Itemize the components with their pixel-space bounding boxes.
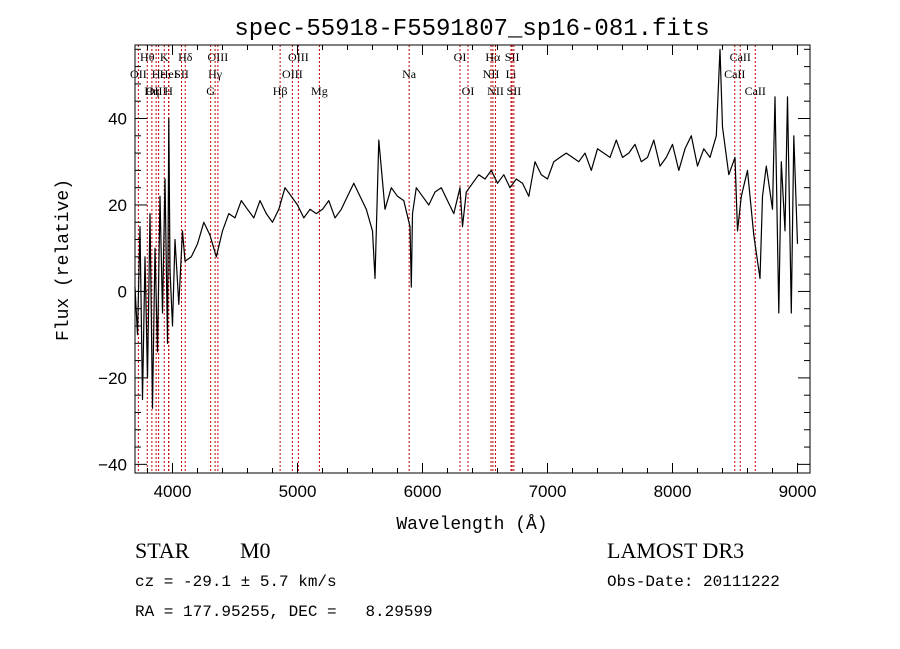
line-marker-label-4: K (160, 50, 169, 64)
spectrum-trace-0 (134, 48, 799, 409)
line-marker-label-15: Hβ (273, 84, 288, 98)
chart-title: spec-55918-F5591807_sp16-081.fits (234, 16, 709, 43)
survey-name: LAMOST DR3 (607, 538, 745, 563)
line-marker-label-27: CaII (724, 67, 745, 81)
line-marker-label-16: Mg (311, 84, 328, 98)
x-tick-label-3: 7000 (529, 482, 567, 501)
line-marker-label-1: OII (130, 67, 147, 81)
line-marker-label-12: G (206, 84, 215, 98)
x-tick-label-0: 4000 (154, 482, 192, 501)
line-marker-label-13: OIII (288, 50, 309, 64)
line-marker-label-20: Hα (485, 50, 501, 64)
line-marker-label-7: H (164, 84, 173, 98)
line-marker-label-2: OIII (146, 84, 167, 98)
y-tick-label-0: −40 (98, 455, 127, 474)
line-marker-label-25: SII (507, 84, 522, 98)
line-marker-label-21: NII (483, 67, 500, 81)
y-tick-label-4: 40 (108, 109, 127, 128)
line-marker-label-18: OI (454, 50, 467, 64)
line-marker-label-24: Li (506, 67, 517, 81)
x-tick-label-5: 9000 (779, 482, 817, 501)
line-marker-label-22: NII (487, 84, 504, 98)
x-tick-label-2: 6000 (404, 482, 442, 501)
line-marker-label-17: Na (402, 67, 417, 81)
y-tick-label-3: 20 (108, 196, 127, 215)
line-marker-label-28: CaII (745, 84, 766, 98)
x-tick-label-1: 5000 (279, 482, 317, 501)
plot-frame (134, 44, 811, 474)
object-class: STAR (135, 538, 190, 563)
spectral-subclass: M0 (240, 538, 271, 563)
line-marker-label-19: OI (462, 84, 475, 98)
line-marker-label-14: OIII (282, 67, 303, 81)
coordinates: RA = 177.95255, DEC = 8.29599 (135, 603, 433, 621)
line-marker-label-8: Hδ (178, 50, 193, 64)
line-marker-label-11: Hγ (208, 67, 223, 81)
line-marker-label-6: Hη (144, 84, 159, 98)
line-marker-label-0: Hθ (140, 50, 155, 64)
y-tick-label-1: −20 (98, 369, 127, 388)
x-tick-label-4: 8000 (654, 482, 692, 501)
line-marker-label-26: CaII (730, 50, 751, 64)
redshift-readout: cz = -29.1 ± 5.7 km/s (135, 573, 337, 591)
line-marker-label-23: SII (505, 50, 520, 64)
x-axis-label: Wavelength (Å) (396, 514, 547, 535)
line-marker-label-10: OIII (208, 50, 229, 64)
obs-date: Obs-Date: 20111222 (607, 573, 780, 591)
line-marker-label-3: Hε (152, 67, 166, 81)
y-tick-label-2: 0 (118, 282, 127, 301)
line-marker-label-9: SII (174, 67, 189, 81)
y-axis-label: Flux (relative) (54, 179, 74, 341)
